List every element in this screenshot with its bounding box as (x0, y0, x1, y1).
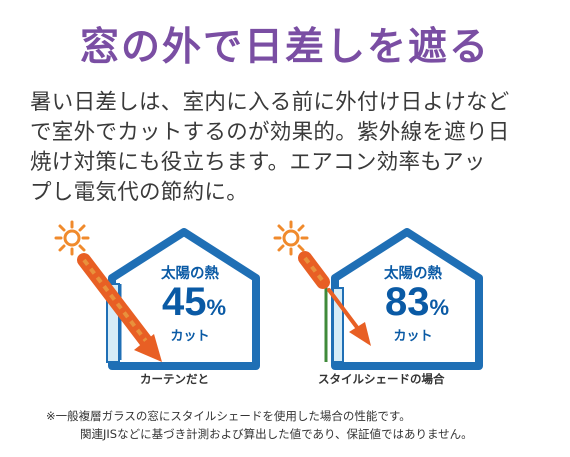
description-line: 焼け対策にも役立ちます。エアコン効率もアッ (30, 150, 486, 175)
percent-unit: % (206, 295, 227, 320)
heat-label: 太陽の熱 (161, 266, 219, 282)
cut-label: カット (170, 329, 210, 344)
footnote: ※一般複層ガラスの窓にスタイルシェードを使用した場合の性能です。 関連JISなど… (46, 407, 473, 443)
description-line: 暑い日差しは、室内に入る前に外付け日よけなど (30, 90, 510, 115)
heat-label: 太陽の熱 (384, 266, 442, 282)
sun-icon (273, 220, 309, 256)
percent-value: 45% (135, 280, 253, 325)
curtain-illustration (54, 220, 260, 370)
cut-label: カット (393, 329, 433, 344)
description-line: プし電気代の節約に。 (30, 180, 249, 205)
curtain-panel: 太陽の熱 45% カット (50, 220, 260, 386)
page-title: 窓の外で日差しを遮る (79, 25, 490, 70)
heat-ray-arrow-icon (298, 251, 371, 346)
description-line: で室外でカットするのが効果的。紫外線を遮り日 (30, 120, 510, 145)
percent-number: 45 (161, 280, 207, 324)
percent-value: 83% (358, 280, 476, 325)
style-shade-caption: スタイルシェードの場合 (318, 372, 445, 386)
heat-ray-arrow-icon (77, 253, 162, 362)
footnote-line: 関連JISなどに基づき計測および算出した値であり、保証値ではありません。 (80, 427, 473, 441)
style-shade-illustration (273, 220, 483, 370)
description: 暑い日差しは、室内に入る前に外付け日よけなど で室外でカットするのが効果的。紫外… (30, 88, 550, 208)
percent-number: 83 (384, 280, 430, 324)
sun-icon (54, 220, 90, 256)
footnote-line: ※一般複層ガラスの窓にスタイルシェードを使用した場合の性能です。 (46, 409, 411, 423)
style-shade-panel: 太陽の熱 83% カット (273, 220, 483, 386)
curtain-caption: カーテンだと (140, 372, 209, 386)
percent-unit: % (429, 295, 450, 320)
